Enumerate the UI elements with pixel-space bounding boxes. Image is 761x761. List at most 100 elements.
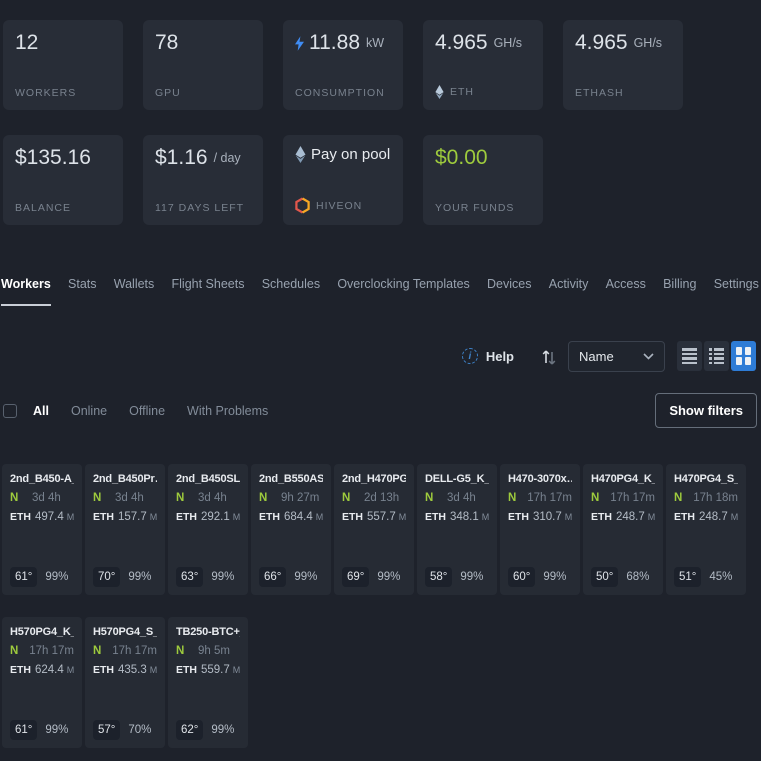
worker-hashrate: 497.4 (35, 511, 64, 523)
stat-unit: kW (366, 36, 385, 50)
worker-name[interactable]: 2nd_H470PG… (342, 473, 406, 485)
eth-icon (435, 85, 444, 99)
workers-grid: 2nd_B450-A_… N 3d 4h ETH 497.4 MH 61° 99% 2n… (0, 464, 761, 748)
worker-card[interactable]: H570PG4_S_… N 17h 17m ETH 435.3MH 57° 70% (85, 617, 165, 748)
grid-view-button[interactable] (731, 341, 756, 371)
bolt-icon (295, 35, 304, 51)
tab-devices[interactable]: Devices (487, 277, 532, 291)
worker-name[interactable]: 2nd_B550AS… (259, 473, 323, 485)
worker-card[interactable]: H470PG4_S_… N 17h 18m ETH 248.7MH 51° 45% (666, 464, 746, 595)
worker-fan-percent: 68% (626, 571, 650, 583)
worker-status-badge: N (176, 645, 185, 657)
stat-label: YOUR FUNDS (435, 202, 515, 214)
worker-hash-unit: MH (232, 512, 240, 522)
worker-status-badge: N (176, 492, 185, 504)
worker-card[interactable]: 2nd_B450-A_… N 3d 4h ETH 497.4MH 61° 99% (2, 464, 82, 595)
main-tabs: Workers Stats Wallets Flight Sheets Sche… (0, 277, 761, 306)
worker-name[interactable]: H470PG4_K_… (591, 473, 655, 485)
info-icon[interactable]: i (461, 348, 478, 364)
worker-name[interactable]: 2nd_B450-A_… (10, 473, 74, 485)
tab-activity[interactable]: Activity (548, 277, 589, 291)
worker-card[interactable]: H470-3070x… N 17h 17m ETH 310.7MH 60° 99% (500, 464, 580, 595)
worker-uptime: 17h 17m (29, 645, 74, 657)
worker-status-badge: N (10, 492, 19, 504)
worker-hash-unit: MH (398, 512, 406, 522)
worker-uptime: 3d 4h (447, 492, 476, 504)
worker-status-badge: N (10, 645, 19, 657)
select-all-checkbox[interactable] (3, 403, 17, 418)
worker-card[interactable]: DELL-G5_K_T… N 3d 4h ETH 348.1MH 58° 99% (417, 464, 497, 595)
stat-unit: GH/s (633, 36, 663, 50)
list-view-button[interactable] (677, 341, 702, 371)
worker-hash-unit: MH (315, 512, 323, 522)
tab-stats[interactable]: Stats (68, 277, 97, 291)
worker-hash-unit: MH (66, 665, 74, 675)
worker-status-badge: N (591, 492, 600, 504)
tab-billing[interactable]: Billing (663, 277, 697, 291)
sort-direction-button[interactable] (542, 347, 556, 365)
stat-label: ETH (435, 85, 531, 99)
worker-card[interactable]: 2nd_B450Pr… N 3d 4h ETH 157.7MH 70° 99% (85, 464, 165, 595)
worker-name[interactable]: H470-3070x… (508, 473, 572, 485)
tab-access[interactable]: Access (605, 277, 646, 291)
worker-fan-percent: 99% (294, 571, 318, 583)
worker-card[interactable]: H570PG4_K_… N 17h 17m ETH 624.4MH 61° 99% (2, 617, 82, 748)
stat-label: CONSUMPTION (295, 87, 385, 99)
filter-all[interactable]: All (33, 403, 49, 418)
table-view-button[interactable] (704, 341, 729, 371)
worker-hashrate: 624.4 (35, 664, 64, 676)
worker-name[interactable]: H570PG4_K_… (10, 626, 74, 638)
worker-name[interactable]: H470PG4_S_… (674, 473, 738, 485)
stat-unit: GH/s (493, 36, 523, 50)
stat-card-your-funds: $0.00 YOUR FUNDS (423, 135, 543, 225)
worker-card[interactable]: H470PG4_K_… N 17h 17m ETH 248.7MH 50° 68% (583, 464, 663, 595)
filter-offline[interactable]: Offline (129, 403, 166, 418)
worker-coin: ETH (508, 511, 529, 523)
worker-card[interactable]: TB250-BTC+_… N 9h 5m ETH 559.7MH 62° 99% (168, 617, 248, 748)
worker-coin: ETH (591, 511, 612, 523)
worker-coin: ETH (259, 511, 280, 523)
tab-workers[interactable]: Workers (1, 277, 51, 306)
worker-status-badge: N (93, 645, 102, 657)
tab-flight-sheets[interactable]: Flight Sheets (171, 277, 245, 291)
worker-card[interactable]: 2nd_B450SL_R N 3d 4h ETH 292.1MH 63° 99% (168, 464, 248, 595)
worker-hashrate: 292.1 (201, 511, 230, 523)
worker-name[interactable]: TB250-BTC+_… (176, 626, 240, 638)
filter-with-problems[interactable]: With Problems (187, 403, 269, 418)
worker-uptime: 3d 4h (198, 492, 227, 504)
worker-name[interactable]: 2nd_B450Pr… (93, 473, 157, 485)
worker-name[interactable]: H570PG4_S_… (93, 626, 157, 638)
show-filters-button[interactable]: Show filters (655, 393, 757, 428)
tab-wallets[interactable]: Wallets (113, 277, 155, 291)
worker-uptime: 17h 17m (112, 645, 157, 657)
stat-label: GPU (155, 87, 181, 99)
worker-temp-badge: 61° (10, 720, 38, 740)
worker-temp-badge: 51° (674, 567, 702, 587)
worker-fan-percent: 99% (211, 724, 235, 736)
sort-by-dropdown[interactable]: Name (568, 340, 665, 372)
worker-uptime: 17h 18m (693, 492, 738, 504)
grid-view-icon (735, 347, 752, 365)
tab-settings[interactable]: Settings (713, 277, 759, 291)
filter-online[interactable]: Online (70, 403, 108, 418)
list-view-icon (682, 348, 697, 364)
worker-hashrate: 248.7 (616, 511, 645, 523)
help-link[interactable]: i Help (461, 348, 514, 364)
worker-status-badge: N (508, 492, 517, 504)
worker-uptime: 9h 5m (198, 645, 230, 657)
worker-temp-badge: 60° (508, 567, 536, 587)
worker-hashrate: 310.7 (533, 511, 562, 523)
stat-card-balance: $135.16 BALANCE (3, 135, 123, 225)
worker-card[interactable]: 2nd_B550AS… N 9h 27m ETH 684.4MH 66° 99% (251, 464, 331, 595)
worker-coin: ETH (674, 511, 695, 523)
tab-schedules[interactable]: Schedules (261, 277, 321, 291)
stat-card-pay-on-pool: Pay on pool HIVEON (283, 135, 403, 225)
worker-name[interactable]: DELL-G5_K_T… (425, 473, 489, 485)
worker-name[interactable]: 2nd_B450SL_R (176, 473, 240, 485)
worker-fan-percent: 45% (709, 571, 733, 583)
worker-uptime: 3d 4h (32, 492, 61, 504)
stat-value: 11.88 kW (295, 31, 391, 55)
tab-overclocking-templates[interactable]: Overclocking Templates (337, 277, 470, 291)
worker-coin: ETH (342, 511, 363, 523)
worker-card[interactable]: 2nd_H470PG… N 2d 13h ETH 557.7MH 69° 99% (334, 464, 414, 595)
